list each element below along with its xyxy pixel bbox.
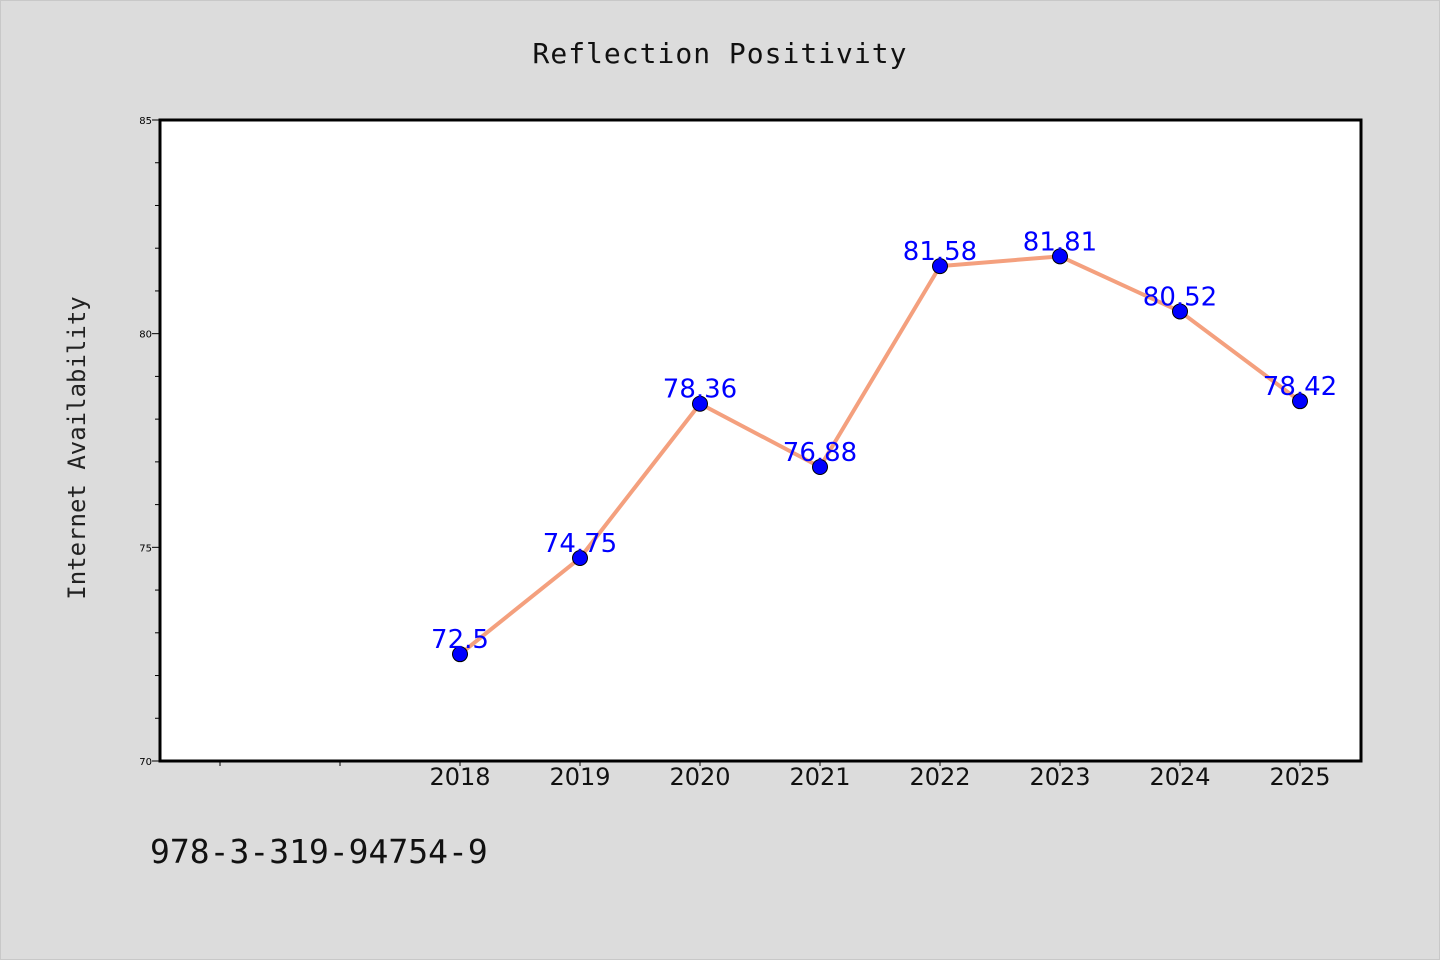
series-line	[458, 254, 1302, 656]
x-tick-label: 2020	[669, 763, 730, 791]
y-tick-label: 85	[139, 116, 152, 127]
x-tick-label: 2022	[909, 763, 970, 791]
data-point	[932, 258, 948, 275]
data-label: 76.88	[783, 438, 857, 468]
x-tick-label: 2024	[1149, 763, 1210, 791]
y-tick-label: 70	[139, 757, 152, 768]
y-tick-label: 75	[139, 543, 152, 554]
x-tick-label: 2021	[789, 763, 850, 791]
data-point	[692, 395, 708, 412]
data-label: 78.36	[663, 375, 737, 405]
data-point	[1052, 248, 1068, 265]
data-point	[812, 458, 828, 475]
series-layer	[452, 248, 1308, 663]
chart-title: Reflection Positivity	[532, 37, 907, 70]
data-label: 72.5	[431, 625, 489, 655]
x-tick-label: 2023	[1029, 763, 1090, 791]
data-labels: 72.5 74.75 78.36 76.88 81.58 81.81 80.52 78.42	[431, 227, 1337, 655]
y-axis-label: Internet Availability	[63, 296, 91, 599]
data-point	[1172, 303, 1188, 320]
x-tick-label: 2025	[1269, 763, 1330, 791]
data-label: 81.81	[1023, 227, 1097, 257]
data-label: 78.42	[1263, 372, 1337, 402]
x-tick-label: 2018	[429, 763, 490, 791]
data-label: 80.52	[1143, 282, 1217, 312]
data-point	[452, 646, 468, 663]
data-label: 74.75	[543, 529, 617, 559]
plot-area	[158, 118, 1363, 763]
y-tick-label: 80	[139, 330, 152, 341]
axis-ticks: 70 75 80 85 2018 2019 2020 2021 2022 2023 2024 2025	[139, 116, 1330, 791]
isbn-caption: 978-3-319-94754-9	[150, 832, 488, 871]
data-point	[572, 550, 588, 567]
data-label: 81.58	[903, 237, 977, 267]
data-point	[1292, 393, 1308, 410]
x-tick-label: 2019	[549, 763, 610, 791]
